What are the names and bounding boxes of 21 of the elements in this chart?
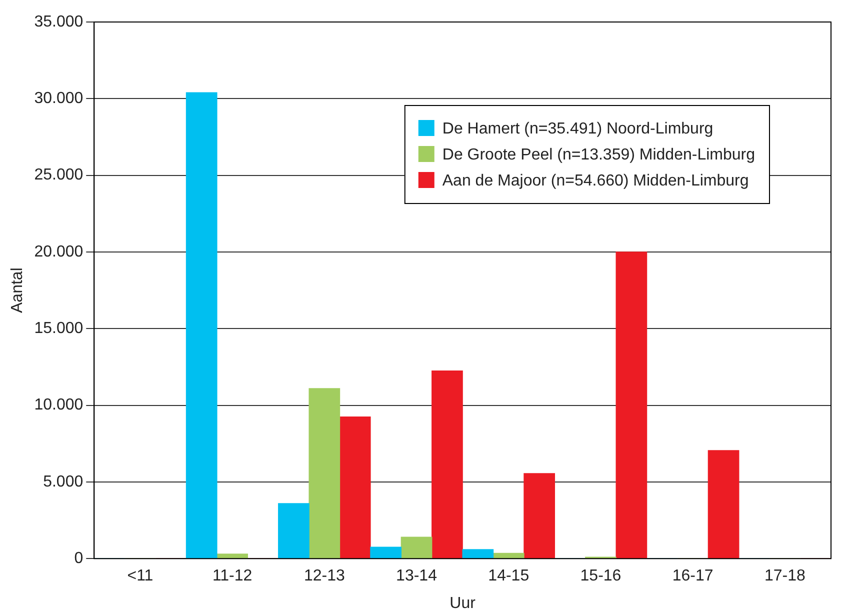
y-tick-label: 10.000 [34, 396, 84, 414]
y-tick-label: 35.000 [34, 13, 84, 30]
y-tick-label: 25.000 [34, 166, 84, 184]
y-axis-title: Aantal [9, 268, 26, 313]
x-tick-label: 13-14 [396, 568, 438, 585]
x-tick-label: <11 [127, 568, 154, 585]
x-axis-title: Uur [450, 594, 476, 612]
x-tick-label: 16-17 [672, 568, 714, 585]
legend-label: De Groote Peel (n=13.359) Midden-Limburg [442, 146, 756, 164]
x-tick-label: 14-15 [488, 568, 530, 585]
y-tick-label: 5.000 [43, 473, 84, 490]
legend-label: De Hamert (n=35.491) Noord-Limburg [442, 120, 714, 138]
x-tick-label: 15-16 [580, 568, 622, 585]
x-tick-label: 17-18 [764, 568, 806, 585]
y-tick-label: 30.000 [34, 90, 84, 108]
y-tick-label: 15.000 [34, 320, 84, 338]
x-tick-label: 11-12 [212, 568, 252, 585]
y-tick-label: 0 [74, 550, 84, 568]
x-tick-label: 12-13 [304, 568, 345, 585]
legend-label: Aan de Majoor (n=54.660) Midden-Limburg [442, 172, 749, 190]
y-tick-label: 20.000 [34, 243, 84, 260]
